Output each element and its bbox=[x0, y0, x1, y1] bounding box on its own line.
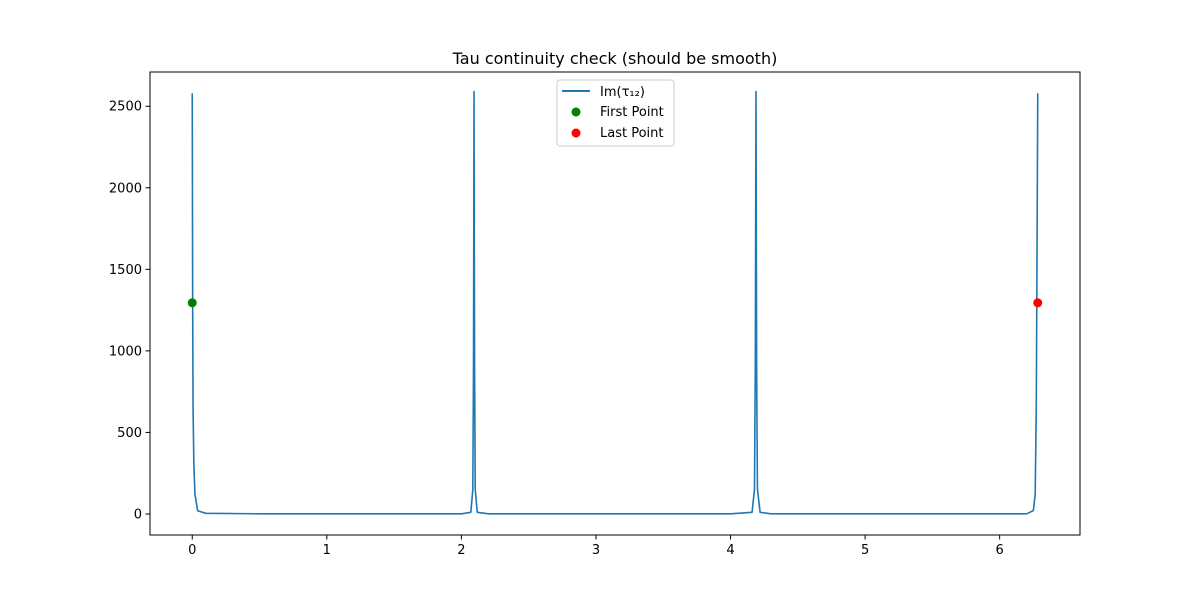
data-layer bbox=[187, 90, 1043, 515]
last-point-marker bbox=[1033, 298, 1043, 308]
x-axis: 0 1 2 3 4 5 6 bbox=[188, 535, 1004, 558]
plot-frame bbox=[149, 71, 1081, 536]
legend-box bbox=[556, 79, 675, 147]
y-tick-label: 2000 bbox=[109, 181, 142, 196]
chart-title: Tau continuity check (should be smooth) bbox=[452, 49, 778, 68]
x-tick-label: 5 bbox=[861, 543, 869, 558]
legend-label-line: Im(τ₁₂) bbox=[600, 85, 645, 100]
x-tick-label: 2 bbox=[457, 543, 465, 558]
x-tick-label: 4 bbox=[726, 543, 734, 558]
y-tick-label: 2500 bbox=[109, 100, 142, 115]
x-tick-label: 0 bbox=[188, 543, 196, 558]
y-axis: 0 500 1000 1500 2000 2500 bbox=[109, 100, 150, 522]
series-line-im-tau12 bbox=[191, 90, 1039, 515]
legend-label-last-point: Last Point bbox=[600, 126, 664, 141]
plot-area bbox=[150, 72, 1080, 535]
x-tick-label: 3 bbox=[592, 543, 600, 558]
first-point-marker bbox=[187, 298, 197, 308]
y-tick-label: 1000 bbox=[109, 344, 142, 359]
x-tick-label: 6 bbox=[996, 543, 1004, 558]
y-tick-label: 1500 bbox=[109, 263, 142, 278]
legend-marker-last-point bbox=[571, 128, 581, 138]
x-tick-label: 1 bbox=[323, 543, 331, 558]
y-tick-label: 0 bbox=[134, 507, 142, 522]
legend-marker-first-point bbox=[571, 107, 581, 117]
y-tick-label: 500 bbox=[117, 426, 142, 441]
legend-label-first-point: First Point bbox=[600, 105, 664, 120]
legend: Im(τ₁₂) First Point Last Point bbox=[556, 79, 675, 147]
